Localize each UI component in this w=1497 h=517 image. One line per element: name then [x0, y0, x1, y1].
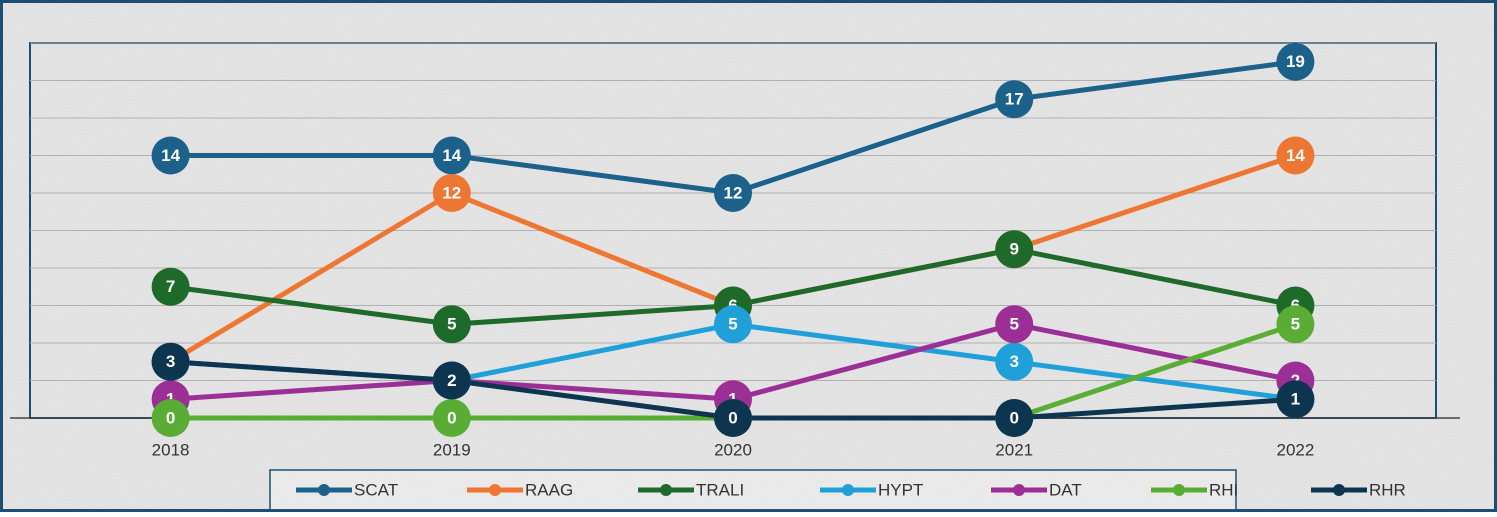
point — [714, 305, 752, 344]
legend-marker — [1173, 484, 1185, 496]
point — [1276, 136, 1315, 175]
data-label: 5 — [447, 315, 456, 334]
point — [1276, 305, 1315, 344]
point — [432, 136, 471, 175]
legend-box — [269, 469, 1237, 511]
data-label: 1 — [1291, 390, 1300, 409]
data-label: 14 — [442, 146, 461, 165]
data-label: 14 — [1286, 146, 1305, 165]
point — [1276, 42, 1315, 81]
data-label: 9 — [1009, 240, 1018, 259]
point — [432, 305, 471, 344]
point — [151, 342, 190, 381]
point — [995, 342, 1034, 381]
x-tick-label: 2020 — [714, 440, 752, 459]
point — [714, 399, 752, 437]
data-label: 2 — [447, 371, 456, 390]
data-label: 0 — [166, 408, 175, 427]
legend-label: RAAG — [525, 480, 573, 499]
point — [995, 230, 1034, 269]
point — [151, 399, 190, 437]
data-label: 12 — [442, 183, 461, 202]
point — [714, 174, 752, 212]
data-label: 14 — [161, 146, 180, 165]
legend-marker — [489, 484, 501, 496]
point — [995, 80, 1034, 119]
point — [151, 136, 190, 175]
point — [432, 174, 471, 212]
legend-label: HYPT — [878, 480, 923, 499]
data-label: 7 — [166, 277, 175, 296]
data-label: 0 — [1009, 408, 1018, 427]
data-label: 0 — [728, 408, 737, 427]
point — [432, 399, 471, 437]
point — [995, 399, 1034, 437]
legend-marker — [660, 484, 672, 496]
data-label: 3 — [166, 352, 175, 371]
point — [995, 305, 1034, 344]
legend-marker — [1013, 484, 1025, 496]
legend-label: DAT — [1049, 480, 1082, 499]
data-label: 12 — [724, 183, 743, 202]
point — [432, 361, 471, 400]
legend-label: RHR — [1369, 480, 1406, 499]
point — [1276, 380, 1315, 419]
data-label: 5 — [1291, 315, 1300, 334]
x-tick-label: 2019 — [433, 440, 471, 459]
x-tick-label: 2018 — [152, 440, 190, 459]
legend-marker — [842, 484, 854, 496]
legend-label: RHI — [1209, 480, 1238, 499]
data-label: 17 — [1005, 90, 1024, 109]
legend-label: SCAT — [354, 480, 398, 499]
data-label: 0 — [447, 408, 456, 427]
legend-marker — [318, 484, 330, 496]
legend-label: TRALI — [696, 480, 744, 499]
data-label: 5 — [728, 315, 737, 334]
data-label: 5 — [1009, 315, 1018, 334]
x-tick-label: 2021 — [995, 440, 1033, 459]
data-label: 19 — [1286, 52, 1305, 71]
legend-marker — [1333, 484, 1345, 496]
x-tick-label: 2022 — [1276, 440, 1314, 459]
data-label: 3 — [1009, 352, 1018, 371]
point — [151, 267, 190, 306]
